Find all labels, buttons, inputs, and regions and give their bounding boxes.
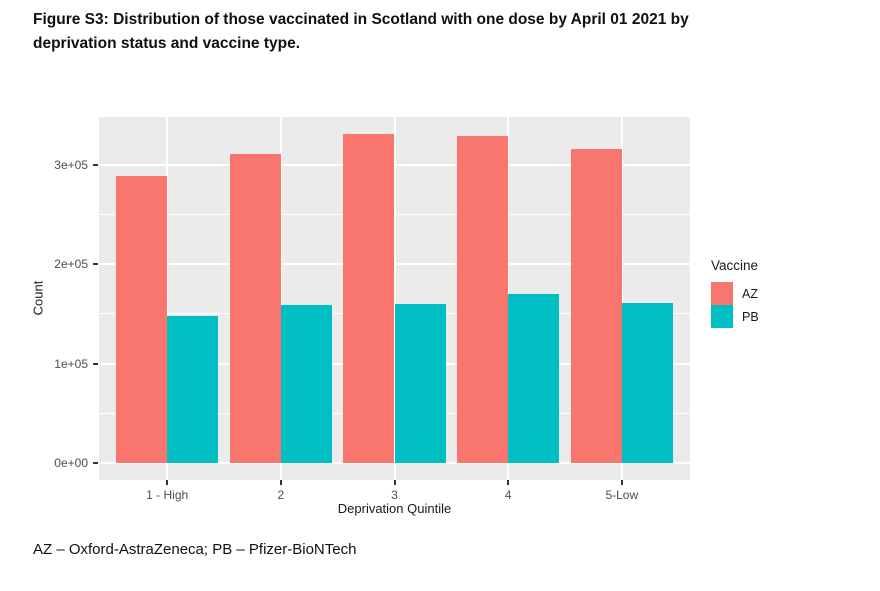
x-axis-title: Deprivation Quintile [337,501,452,516]
bar-pb-4 [508,294,560,464]
x-tick-label: 2 [277,488,285,502]
grid-vertical-line [279,117,282,480]
y-tick-label: 3e+05 [54,157,88,172]
figure-caption-line-2: deprivation status and vaccine type. [33,35,301,52]
bar-az-2 [229,153,281,464]
bar-pb-3 [394,303,446,464]
footnote: AZ – Oxford-AstraZeneca; PB – Pfizer-Bio… [33,541,357,558]
y-axis-title: Count [30,280,46,316]
y-tick-label: 0e+00 [54,456,88,471]
y-tick-label: 1e+05 [54,356,88,371]
x-tick-label: 3 [391,488,398,502]
legend-title: Vaccine [711,258,759,273]
figure-caption: Figure S3: Distribution of those vaccina… [33,8,778,56]
grid-vertical-line [393,117,396,480]
x-tick-label: 1 - High [146,488,189,502]
bar-pb-5 [621,302,673,464]
x-tick-mark [166,480,169,485]
legend-entry-pb: PB [711,305,759,328]
x-tick-label: 4 [504,488,512,502]
bar-az-4 [457,135,509,464]
bar-pb-1 [167,315,219,464]
y-tick-mark [93,263,98,266]
bar-az-3 [343,133,395,464]
legend-entry-az: AZ [711,282,759,305]
x-tick-mark [393,480,396,485]
y-tick-mark [93,362,98,365]
x-tick-mark [620,480,623,485]
legend-label-pb: PB [742,309,759,324]
legend: Vaccine AZ PB [711,258,759,328]
legend-label-az: AZ [742,286,758,301]
x-tick-label: 5-Low [605,488,639,502]
plot-panel [99,117,690,480]
bar-az-5 [570,148,622,464]
bar-az-1 [116,175,168,464]
bar-pb-2 [280,304,332,464]
legend-swatch-az [711,282,733,305]
figure-caption-line-1: Figure S3: Distribution of those vaccina… [33,11,689,28]
y-tick-label: 2e+05 [54,257,88,272]
x-tick-mark [507,480,510,485]
y-tick-mark [93,462,98,465]
x-tick-mark [279,480,282,485]
grid-vertical-line [166,117,169,480]
grid-vertical-line [620,117,623,480]
y-tick-mark [93,163,98,166]
legend-swatch-pb [711,305,733,328]
